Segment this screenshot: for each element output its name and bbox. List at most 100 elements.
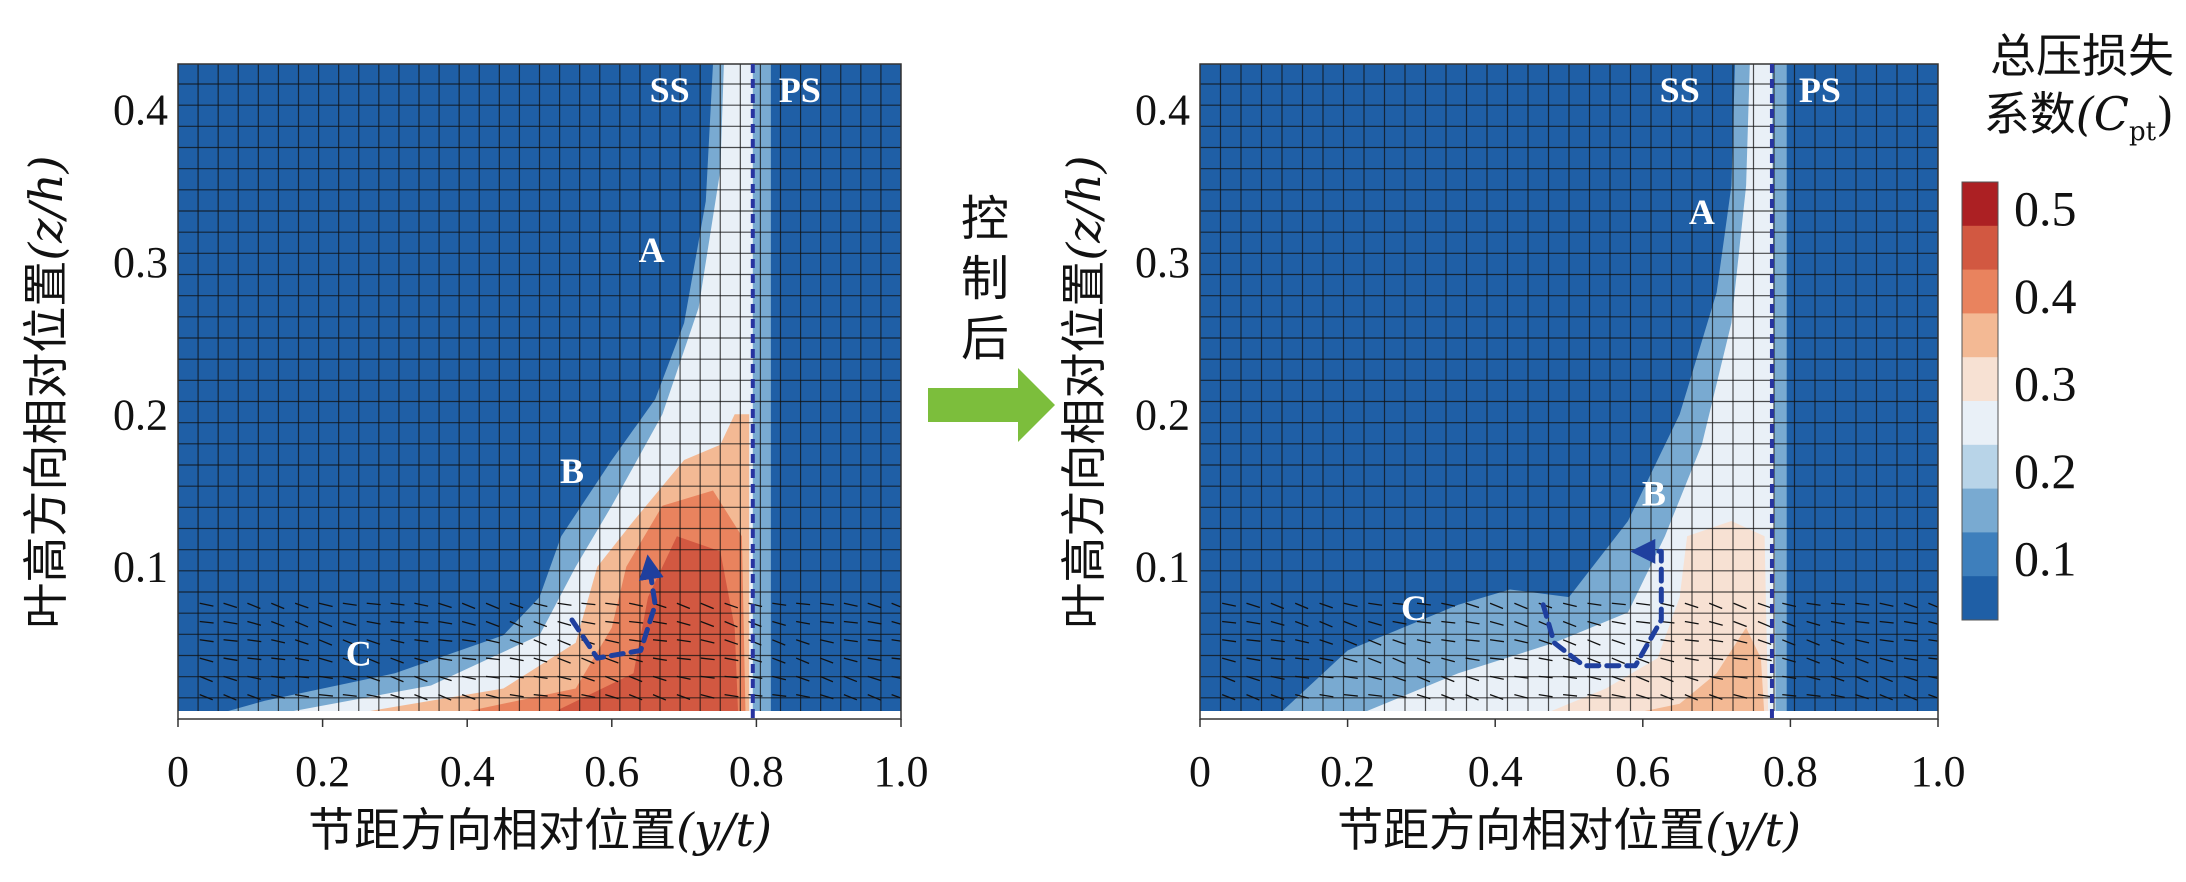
- velocity-arrow: [1368, 620, 1382, 627]
- velocity-arrow: [1733, 639, 1748, 644]
- velocity-arrow: [414, 657, 429, 663]
- measurement-grid: [178, 64, 901, 719]
- velocity-arrow: [724, 602, 739, 609]
- velocity-arrow: [1635, 657, 1650, 664]
- velocity-arrow: [1319, 639, 1334, 645]
- velocity-arrow: [1782, 639, 1796, 646]
- velocity-arrow: [1587, 675, 1602, 681]
- velocity-arrow: [342, 693, 357, 697]
- velocity-arrow: [247, 675, 262, 680]
- velocity-arrow: [1343, 675, 1358, 680]
- velocity-arrow: [1489, 694, 1504, 701]
- velocity-arrow: [414, 675, 428, 683]
- velocity-arrow: [581, 602, 596, 606]
- velocity-arrow: [724, 620, 738, 628]
- velocity-arrow: [748, 693, 763, 697]
- y-tick-label: 0.2: [1135, 390, 1190, 439]
- velocity-arrow: [1246, 675, 1261, 682]
- plot-frame: [177, 63, 902, 720]
- velocity-arrow: [1587, 639, 1601, 646]
- velocity-arrow: [1514, 639, 1529, 644]
- velocity-arrow: [867, 657, 882, 661]
- velocity-arrow: [294, 639, 309, 645]
- velocity-arrow: [1636, 602, 1651, 606]
- velocity-arrow: [1830, 639, 1845, 645]
- velocity-arrow: [891, 694, 901, 699]
- velocity-arrow: [1733, 602, 1747, 610]
- velocity-arrow: [1246, 639, 1261, 642]
- velocity-arrow: [1830, 620, 1845, 625]
- velocity-arrow: [485, 602, 500, 610]
- velocity-arrow: [676, 675, 691, 680]
- velocity-arrow: [271, 620, 285, 628]
- velocity-arrow: [223, 657, 238, 662]
- velocity-arrow: [318, 620, 333, 628]
- velocity-arrow: [819, 620, 835, 624]
- velocity-arrow: [748, 602, 763, 608]
- velocity-arrow: [223, 620, 238, 625]
- velocity-arrow: [1611, 602, 1626, 606]
- velocity-arrow: [1319, 620, 1333, 628]
- plot-area-before: [178, 64, 901, 719]
- velocity-arrow: [509, 620, 524, 628]
- velocity-arrow: [1879, 694, 1893, 701]
- velocity-arrow: [557, 620, 572, 627]
- velocity-arrow: [1928, 657, 1938, 660]
- y-tick-label: 0.1: [113, 543, 168, 592]
- velocity-arrow: [1660, 675, 1674, 683]
- velocity-arrow: [1294, 602, 1309, 610]
- velocity-arrow: [366, 693, 381, 698]
- velocity-arrow: [1441, 657, 1455, 663]
- velocity-arrow: [199, 694, 213, 701]
- velocity-arrow: [1392, 620, 1407, 625]
- velocity-arrow: [1368, 639, 1382, 646]
- velocity-arrow: [1684, 675, 1699, 682]
- velocity-arrow: [318, 657, 333, 663]
- velocity-arrow: [1660, 657, 1675, 663]
- velocity-arrow: [1830, 657, 1845, 665]
- velocity-arrow: [1514, 602, 1528, 610]
- x-tick-label: 0.6: [584, 747, 639, 796]
- velocity-arrow: [318, 639, 333, 646]
- velocity-arrow: [772, 639, 786, 646]
- velocity-arrow: [533, 639, 547, 646]
- velocity-arrow: [223, 694, 237, 701]
- colorbar-cell: [1962, 401, 1998, 446]
- velocity-arrow: [199, 602, 214, 607]
- velocity-arrow: [533, 620, 548, 628]
- velocity-arrow: [700, 675, 715, 679]
- velocity-arrow: [628, 675, 643, 683]
- panel-after-control: SS PS A B C 0 0.2 0.4 0.6 0.8 1.0 0.1 0.2 0.3 0.4 节距方…: [1057, 63, 1966, 857]
- velocity-arrow: [891, 675, 901, 679]
- velocity-arrow: [676, 620, 691, 626]
- velocity-arrow: [1782, 620, 1796, 628]
- velocity-arrow: [748, 620, 762, 628]
- loss-zone-3: [1605, 627, 1765, 719]
- velocity-arrow: [1611, 675, 1626, 682]
- x-axis-label-before: 节距方向相对位置(y/t): [308, 803, 772, 857]
- velocity-arrow: [1416, 657, 1431, 664]
- velocity-vectors: [199, 602, 901, 719]
- velocity-arrow: [1295, 639, 1309, 644]
- velocity-arrow: [1465, 620, 1480, 625]
- velocity-arrow: [652, 694, 667, 701]
- velocity-arrow: [1636, 620, 1651, 624]
- velocity-arrow: [1855, 620, 1870, 624]
- velocity-arrow: [1319, 693, 1334, 698]
- velocity-arrow: [1295, 657, 1310, 661]
- velocity-arrow: [1855, 602, 1870, 606]
- velocity-arrow: [1855, 694, 1869, 700]
- velocity-arrow: [1782, 693, 1797, 697]
- x-tick-label: 0: [167, 747, 189, 796]
- velocity-arrow: [1392, 602, 1407, 606]
- velocity-arrow: [628, 657, 643, 663]
- velocity-arrow: [700, 620, 715, 628]
- velocity-arrow: [414, 694, 428, 701]
- velocity-arrow: [1708, 694, 1723, 701]
- velocity-arrow: [1879, 602, 1894, 607]
- region-label-b: B: [1642, 474, 1666, 514]
- x-tick-label: 0.4: [440, 747, 495, 796]
- velocity-arrow: [1343, 602, 1358, 608]
- velocity-arrow: [1221, 694, 1236, 701]
- x-tick-label: 0.2: [295, 747, 350, 796]
